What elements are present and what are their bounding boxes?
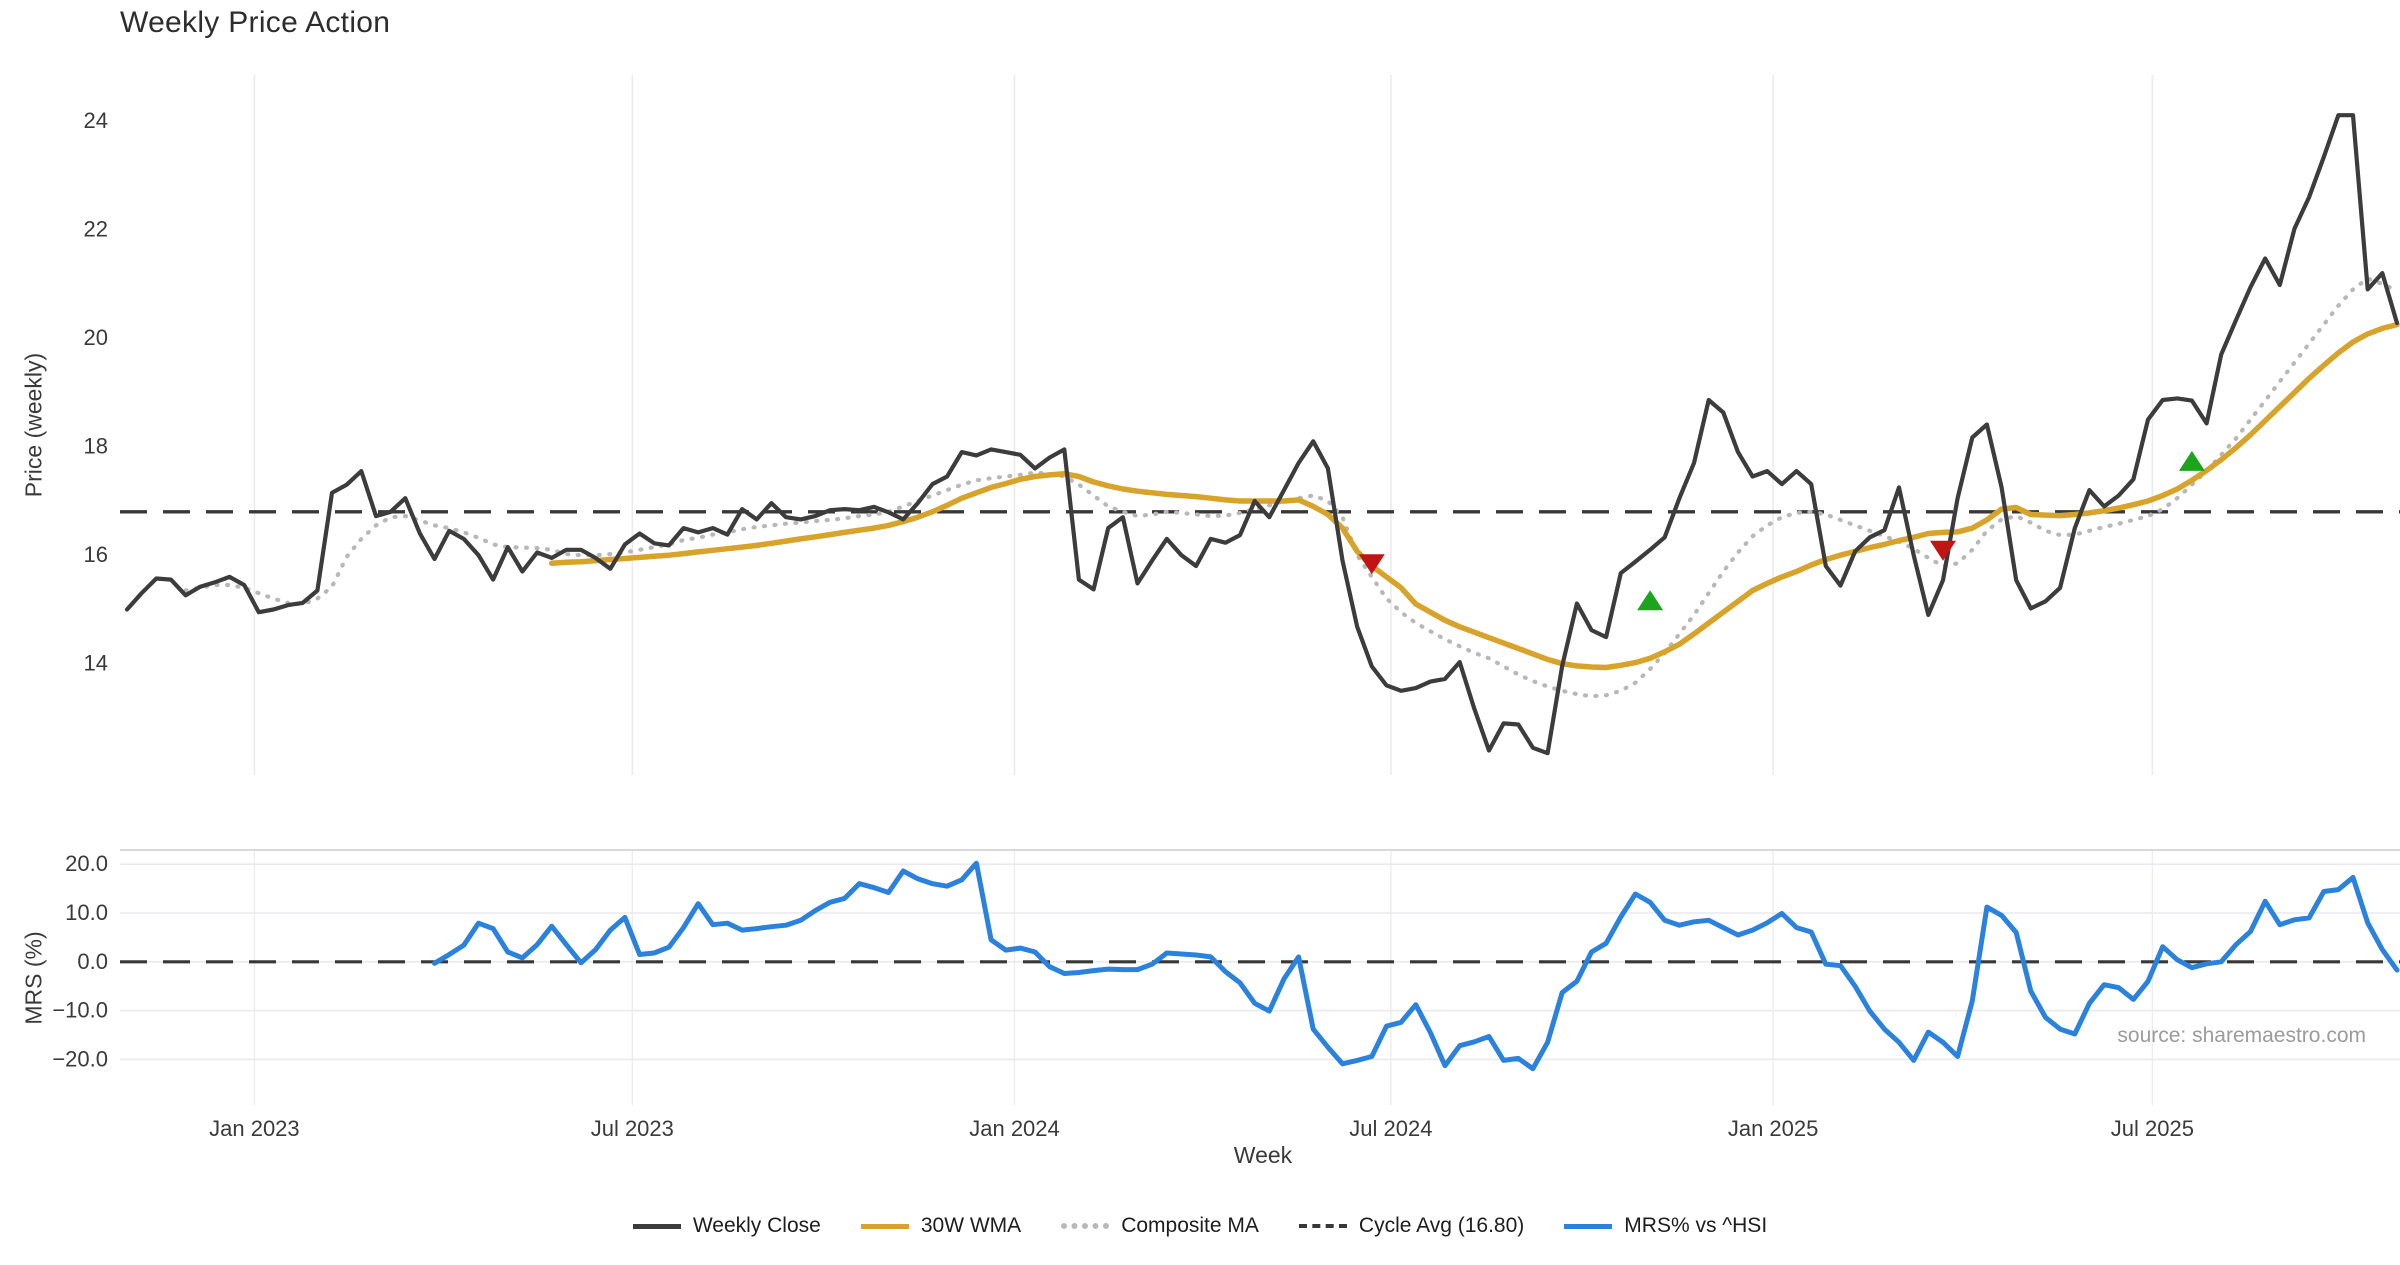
chart-legend: Weekly Close 30W WMA Composite MA Cycle Avg… <box>0 1214 2400 1238</box>
buy-signal-marker <box>2178 450 2205 471</box>
legend-item-weekly-close: Weekly Close <box>632 1214 821 1238</box>
x-axis-title: Week <box>1233 1142 1293 1168</box>
price-y-tick-label: 18 <box>84 434 108 459</box>
x-tick-label: Jul 2024 <box>1349 1116 1432 1141</box>
legend-swatch <box>1061 1223 1110 1229</box>
x-tick-label: Jul 2023 <box>591 1116 674 1141</box>
price-y-tick-label: 24 <box>84 108 108 133</box>
mrs-y-tick-label: −20.0 <box>52 1046 108 1071</box>
x-tick-label: Jul 2025 <box>2111 1116 2194 1141</box>
legend-label: Composite MA <box>1121 1214 1259 1237</box>
legend-item-mrs-vs-hsi: MRS% vs ^HSI <box>1564 1214 1767 1238</box>
mrs-y-tick-label: 20.0 <box>65 851 108 876</box>
legend-item-cycle-avg-16-80: Cycle Avg (16.80) <box>1298 1214 1525 1238</box>
source-note: source: sharemaestro.com <box>2117 1024 2366 1047</box>
weekly-close-line <box>124 113 2400 756</box>
mrs-line <box>432 860 2400 1072</box>
legend-label: MRS% vs ^HSI <box>1624 1214 1768 1237</box>
legend-swatch <box>860 1223 909 1229</box>
composite-ma-line <box>183 276 2400 699</box>
legend-item-composite-ma: Composite MA <box>1061 1214 1259 1238</box>
mrs-y-tick-label: −10.0 <box>52 998 108 1023</box>
x-tick-label: Jan 2023 <box>209 1116 300 1141</box>
legend-label: Cycle Avg (16.80) <box>1358 1214 1525 1237</box>
price-y-tick-label: 16 <box>84 542 108 567</box>
legend-swatch <box>632 1223 681 1229</box>
mrs-y-tick-label: 10.0 <box>65 900 108 925</box>
mrs-y-tick-label: 0.0 <box>77 949 108 974</box>
wma-line <box>548 321 2400 671</box>
price-y-tick-label: 22 <box>84 217 108 242</box>
sell-signal-marker <box>1930 540 1956 561</box>
sell-signal-marker <box>1358 554 1385 575</box>
x-tick-label: Jan 2025 <box>1728 1116 1819 1141</box>
x-tick-label: Jan 2024 <box>969 1116 1060 1141</box>
buy-signal-marker <box>1637 590 1664 611</box>
price-y-tick-label: 14 <box>84 651 108 676</box>
legend-item-30w-wma: 30W WMA <box>860 1214 1022 1238</box>
legend-swatch <box>1298 1224 1347 1228</box>
legend-label: Weekly Close <box>692 1214 821 1237</box>
legend-swatch <box>1564 1223 1613 1229</box>
legend-label: 30W WMA <box>920 1214 1022 1237</box>
page-title: Weekly Price Action <box>120 6 391 39</box>
mrs-axis-title: MRS (%) <box>20 931 47 1025</box>
price-axis-title: Price (weekly) <box>20 352 47 498</box>
price-y-tick-label: 20 <box>84 325 108 350</box>
